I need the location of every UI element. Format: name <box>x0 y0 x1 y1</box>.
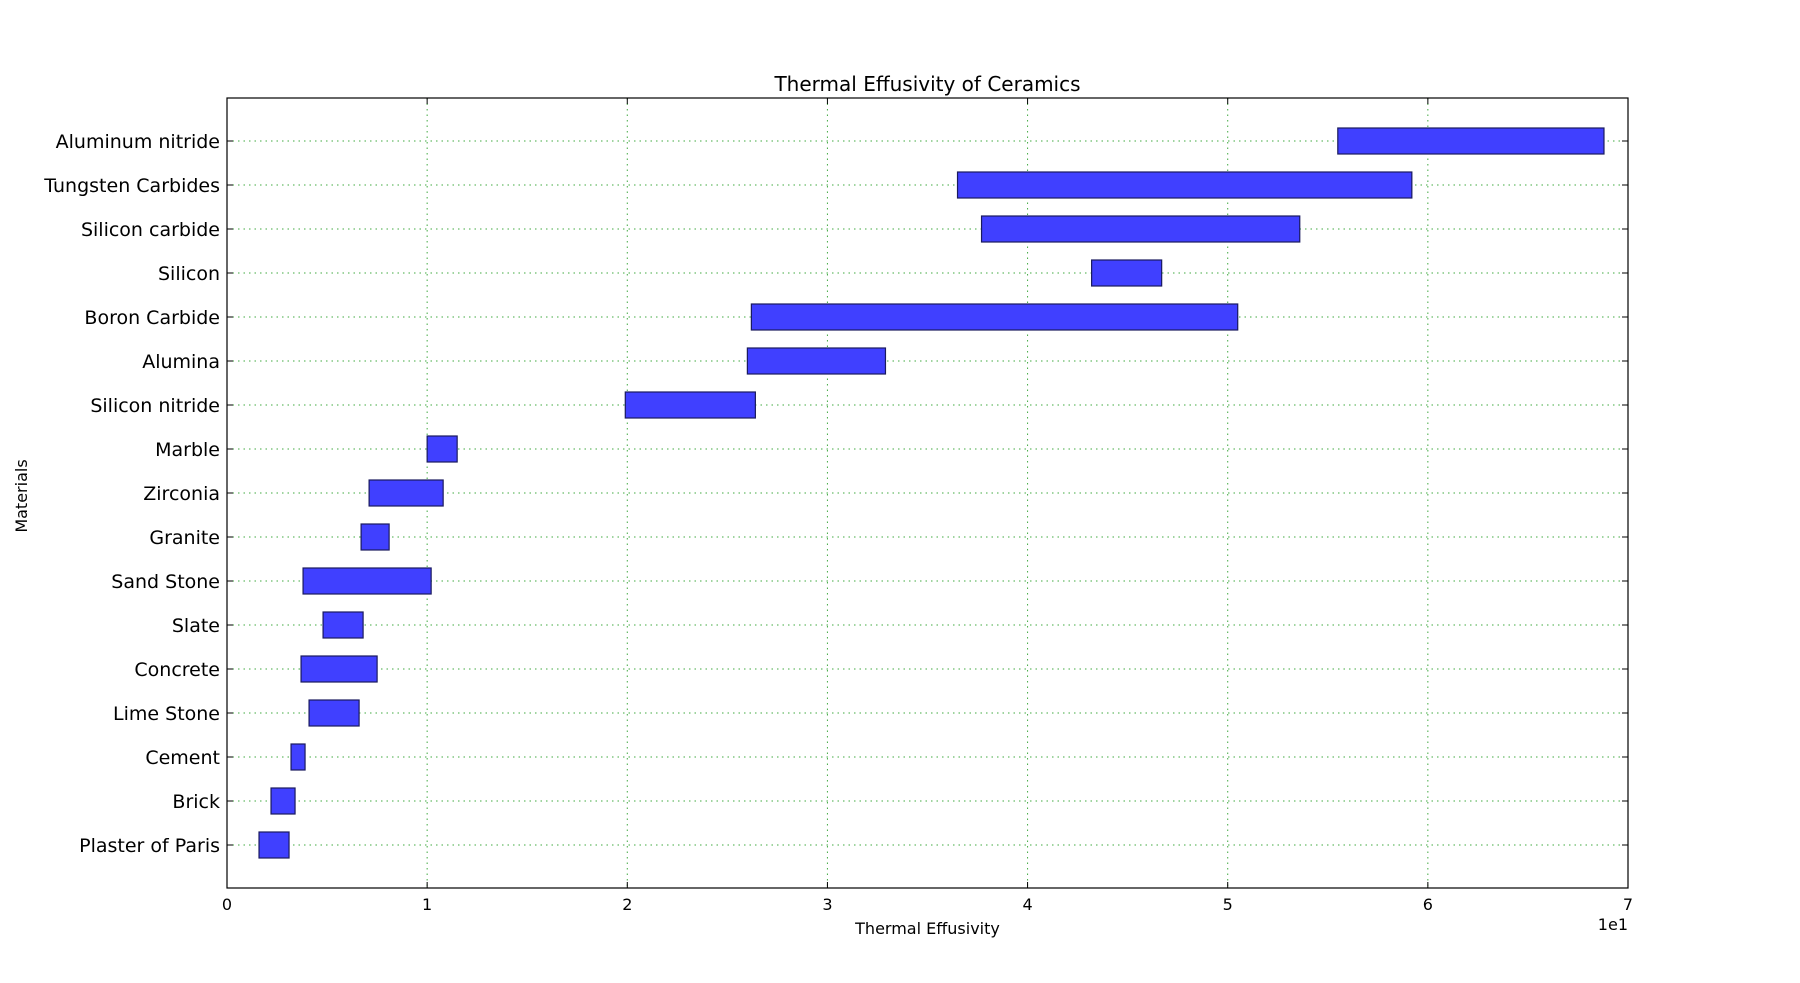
y-category-label: Cement <box>145 747 220 769</box>
x-tick-label: 2 <box>622 895 632 914</box>
range-bar <box>302 567 432 595</box>
y-category-label: Silicon carbide <box>81 219 220 241</box>
range-bar <box>300 655 378 683</box>
range-bar <box>270 787 296 815</box>
y-axis-label: Materials <box>12 459 31 532</box>
range-bar <box>956 171 1413 199</box>
range-bar <box>258 831 290 859</box>
y-category-label: Brick <box>172 791 220 813</box>
range-bar <box>980 215 1301 243</box>
x-tick-label: 5 <box>1223 895 1233 914</box>
x-tick-label: 6 <box>1423 895 1433 914</box>
x-axis-label: Thermal Effusivity <box>854 919 1000 938</box>
y-category-label: Aluminum nitride <box>56 131 220 153</box>
y-category-label: Zirconia <box>143 483 220 505</box>
y-category-label: Lime Stone <box>113 703 220 725</box>
range-bar <box>624 391 756 419</box>
x-tick-label: 4 <box>1022 895 1032 914</box>
x-tick-label: 1 <box>422 895 432 914</box>
x-offset-text: 1e1 <box>1598 915 1628 934</box>
range-bar <box>360 523 390 551</box>
y-category-label: Slate <box>172 615 220 637</box>
range-bar <box>1337 127 1605 155</box>
y-category-label: Plaster of Paris <box>79 835 220 857</box>
range-bar <box>368 479 444 507</box>
range-bar <box>290 743 306 771</box>
range-bar <box>746 347 887 375</box>
y-category-label: Alumina <box>142 351 220 373</box>
y-category-label: Silicon nitride <box>90 395 220 417</box>
y-category-label: Silicon <box>158 263 220 285</box>
x-tick-label: 3 <box>822 895 832 914</box>
range-bar <box>426 435 458 463</box>
y-category-label: Sand Stone <box>111 571 220 593</box>
chart-title: Thermal Effusivity of Ceramics <box>773 72 1080 96</box>
x-tick-label: 0 <box>222 895 232 914</box>
x-tick-label: 7 <box>1623 895 1633 914</box>
y-category-label: Tungsten Carbides <box>43 175 220 197</box>
y-category-label: Concrete <box>134 659 220 681</box>
range-bar <box>308 699 360 727</box>
range-bar <box>322 611 364 639</box>
tick-layer <box>226 98 1629 888</box>
y-category-label: Boron Carbide <box>84 307 220 329</box>
y-category-label: Granite <box>149 527 220 549</box>
range-bar <box>750 303 1239 331</box>
bar-layer <box>258 127 1605 859</box>
label-layer: 0 1 2 3 4 5 6 7 Plaster of Paris Brick Cement Lime … <box>43 131 1633 914</box>
y-category-label: Marble <box>155 439 220 461</box>
range-bar <box>1091 259 1163 287</box>
